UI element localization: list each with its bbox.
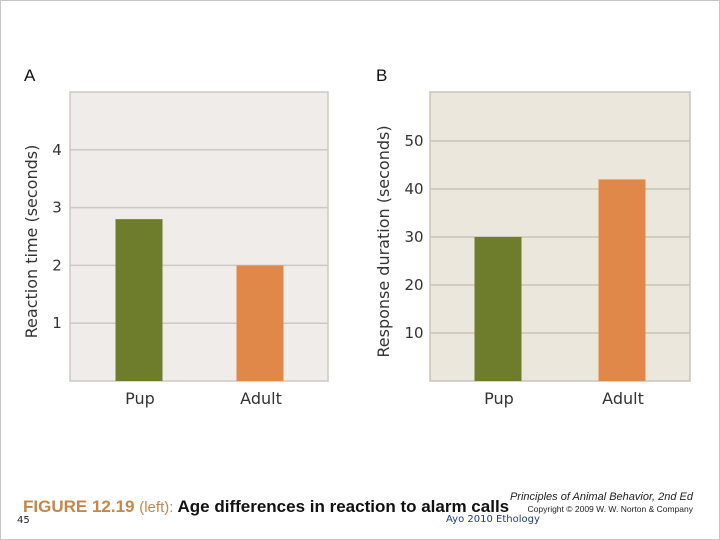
y-tick-label: 4 xyxy=(52,141,62,159)
figure-caption: FIGURE 12.19 (left): Age differences in … xyxy=(23,497,509,517)
figure-caption-text: Age differences in reaction to alarm cal… xyxy=(177,497,510,516)
y-tick-label: 50 xyxy=(404,132,423,150)
figure-number: FIGURE 12.19 xyxy=(23,497,135,516)
book-title: Principles of Animal Behavior, 2nd Ed xyxy=(509,491,693,503)
x-tick-label: Adult xyxy=(602,389,644,408)
y-tick-label: 30 xyxy=(404,228,423,246)
bar-pup xyxy=(474,236,522,381)
y-tick-label: 2 xyxy=(52,256,62,274)
y-axis-label: Reaction time (seconds) xyxy=(22,145,41,339)
figure-qualifier: (left): xyxy=(139,499,174,516)
y-tick-label: 20 xyxy=(404,276,423,294)
plot-area xyxy=(69,91,329,382)
y-tick-label: 40 xyxy=(404,180,423,198)
y-tick-label: 10 xyxy=(404,324,423,342)
x-tick-label: Pup xyxy=(125,389,155,408)
x-tick-label: Adult xyxy=(240,389,282,408)
y-axis-label: Response duration (seconds) xyxy=(374,125,393,357)
bar-adult xyxy=(598,179,646,381)
panel-label-a: A xyxy=(24,66,36,85)
copyright: Copyright © 2009 W. W. Norton & Company xyxy=(527,504,693,514)
y-tick-label: 3 xyxy=(52,199,62,217)
x-tick-label: Pup xyxy=(484,389,514,408)
slide-number: 45 xyxy=(17,515,30,526)
footer-text: Ayo 2010 Ethology xyxy=(446,514,540,525)
y-tick-label: 1 xyxy=(52,314,62,332)
panel-label-b: B xyxy=(376,66,388,85)
bar-pup xyxy=(115,219,163,381)
bar-adult xyxy=(236,265,284,381)
publisher-credit: Principles of Animal Behavior, 2nd Ed Co… xyxy=(510,491,693,514)
